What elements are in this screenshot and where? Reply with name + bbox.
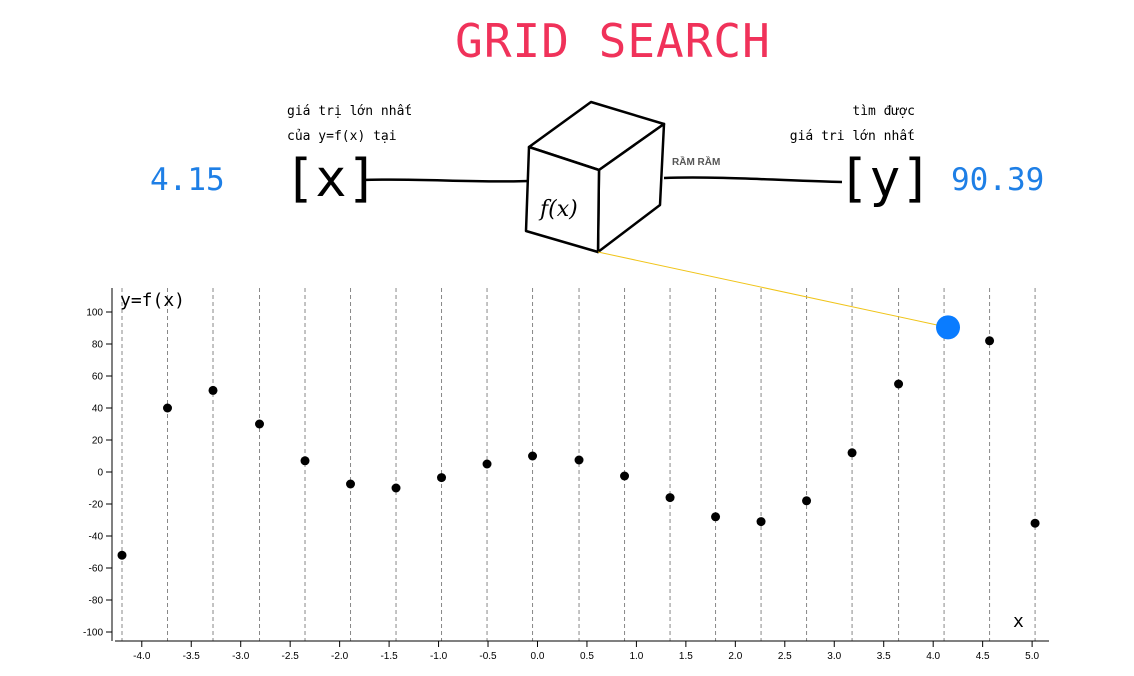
y-tick-label: 40 (92, 404, 104, 415)
input-wire (361, 178, 530, 183)
page-title: GRID SEARCH (455, 14, 771, 68)
data-point (985, 336, 995, 346)
x-tick-label: -1.5 (380, 651, 398, 662)
data-point (528, 451, 538, 461)
x-tick-label: 3.5 (877, 651, 891, 662)
x-tick-label: 0.5 (580, 651, 594, 662)
data-point (391, 483, 401, 493)
x-axis-label: x (1013, 611, 1024, 632)
y-tick-label: -60 (89, 564, 104, 575)
data-point (437, 473, 447, 483)
x-tick-label: 2.5 (778, 651, 792, 662)
data-point (1030, 518, 1040, 528)
output-wire (663, 176, 843, 184)
x-tick-label: -0.5 (479, 651, 497, 662)
data-point (574, 455, 584, 465)
data-point (255, 419, 265, 429)
x-tick-label: -3.5 (183, 651, 201, 662)
right-note-line1: tìm được (852, 104, 915, 119)
y-axis-label: y=f(x) (120, 290, 185, 311)
y-value: 90.39 (951, 162, 1045, 198)
x-tick-label: -1.0 (430, 651, 448, 662)
data-point (482, 459, 492, 469)
x-tick-label: 0.0 (531, 651, 545, 662)
y-tick-label: 60 (92, 372, 104, 383)
data-point (163, 403, 173, 413)
x-tick-label: 3.0 (827, 651, 841, 662)
x-tick-label: 4.5 (976, 651, 990, 662)
x-tick-label: 5.0 (1025, 651, 1039, 662)
right-note: tìm được giá tri lớn nhất (790, 99, 915, 149)
data-point (117, 550, 127, 560)
y-tick-label: -20 (89, 500, 104, 511)
x-tick-label: 1.0 (629, 651, 643, 662)
x-tick-label: -2.5 (282, 651, 300, 662)
y-tick-label: -40 (89, 532, 104, 543)
y-tick-label: -100 (83, 628, 103, 639)
best-point (936, 315, 961, 340)
x-tick-label: -4.0 (133, 651, 151, 662)
left-note-line2: của y=f(x) tại (287, 129, 397, 144)
data-point (208, 385, 218, 395)
y-bracket: [y] (838, 149, 932, 209)
y-tick-label: 20 (92, 436, 104, 447)
y-tick-label: 100 (86, 308, 103, 319)
data-point (711, 512, 721, 522)
x-tick-label: -2.0 (331, 651, 349, 662)
connector-line (597, 251, 949, 328)
data-point (620, 471, 630, 481)
box-label: f(x) (538, 197, 578, 222)
arrow-label: RẦM RẦM (672, 155, 720, 168)
left-note: giá trị lớn nhất của y=f(x) tại (287, 99, 412, 149)
right-note-line2: giá tri lớn nhất (789, 129, 915, 144)
left-note-line1: giá trị lớn nhất (287, 104, 413, 119)
data-point (802, 496, 812, 506)
data-point (847, 448, 857, 458)
y-tick-label: -80 (89, 596, 104, 607)
data-point (300, 456, 310, 466)
x-value: 4.15 (150, 162, 225, 198)
x-tick-label: 2.0 (728, 651, 742, 662)
y-tick-label: 0 (97, 468, 103, 479)
x-tick-label: -3.0 (232, 651, 250, 662)
data-point (665, 493, 675, 503)
x-tick-label: 1.5 (679, 651, 693, 662)
data-point (346, 479, 356, 489)
y-tick-label: 80 (92, 340, 104, 351)
data-point (894, 379, 904, 389)
x-tick-label: 4.0 (926, 651, 940, 662)
data-point (756, 517, 766, 527)
